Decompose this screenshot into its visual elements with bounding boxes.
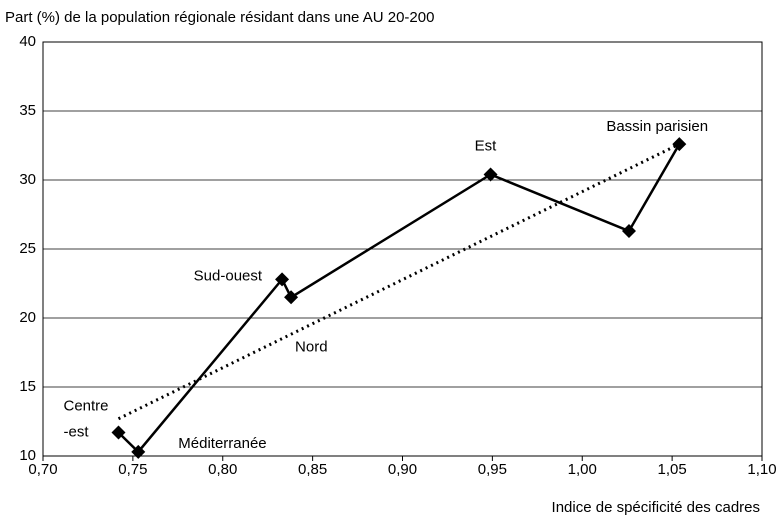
marker — [131, 444, 146, 459]
marker — [621, 224, 636, 239]
data-line — [117, 143, 681, 454]
y-tick-label: 40 — [19, 33, 36, 50]
x-tick-label: 0,90 — [388, 461, 417, 478]
x-tick-label: 0,85 — [298, 461, 327, 478]
marker — [111, 425, 126, 440]
x-tick-label: 0,70 — [28, 461, 57, 478]
y-tick-label: 15 — [19, 378, 36, 395]
y-tick-label: 30 — [19, 171, 36, 188]
y-tick-label: 10 — [19, 447, 36, 464]
x-tick-label: 1,05 — [658, 461, 687, 478]
point-label: Méditerranée — [178, 435, 266, 452]
point-label: Sud-ouest — [194, 267, 263, 284]
y-tick-label: 35 — [19, 102, 36, 119]
point-label: Centre — [63, 398, 108, 415]
marker — [483, 167, 498, 182]
marker — [284, 290, 299, 305]
point-label: -est — [63, 424, 89, 441]
x-tick-label: 0,80 — [208, 461, 237, 478]
point-label: Nord — [295, 338, 328, 355]
point-label: Est — [475, 137, 498, 154]
x-axis-title: Indice de spécificité des cadres — [552, 499, 760, 516]
point-label: Bassin parisien — [606, 118, 708, 135]
y-axis-title: Part (%) de la population régionale rési… — [5, 9, 434, 26]
x-tick-label: 0,75 — [118, 461, 147, 478]
marker — [275, 272, 290, 287]
x-tick-label: 1,00 — [568, 461, 597, 478]
trend-line — [117, 142, 680, 421]
x-tick-label: 0,95 — [478, 461, 507, 478]
plot-border — [42, 41, 763, 457]
x-tick-label: 1,10 — [747, 461, 776, 478]
y-tick-label: 25 — [19, 240, 36, 257]
marker — [672, 137, 687, 152]
y-tick-label: 20 — [19, 309, 36, 326]
